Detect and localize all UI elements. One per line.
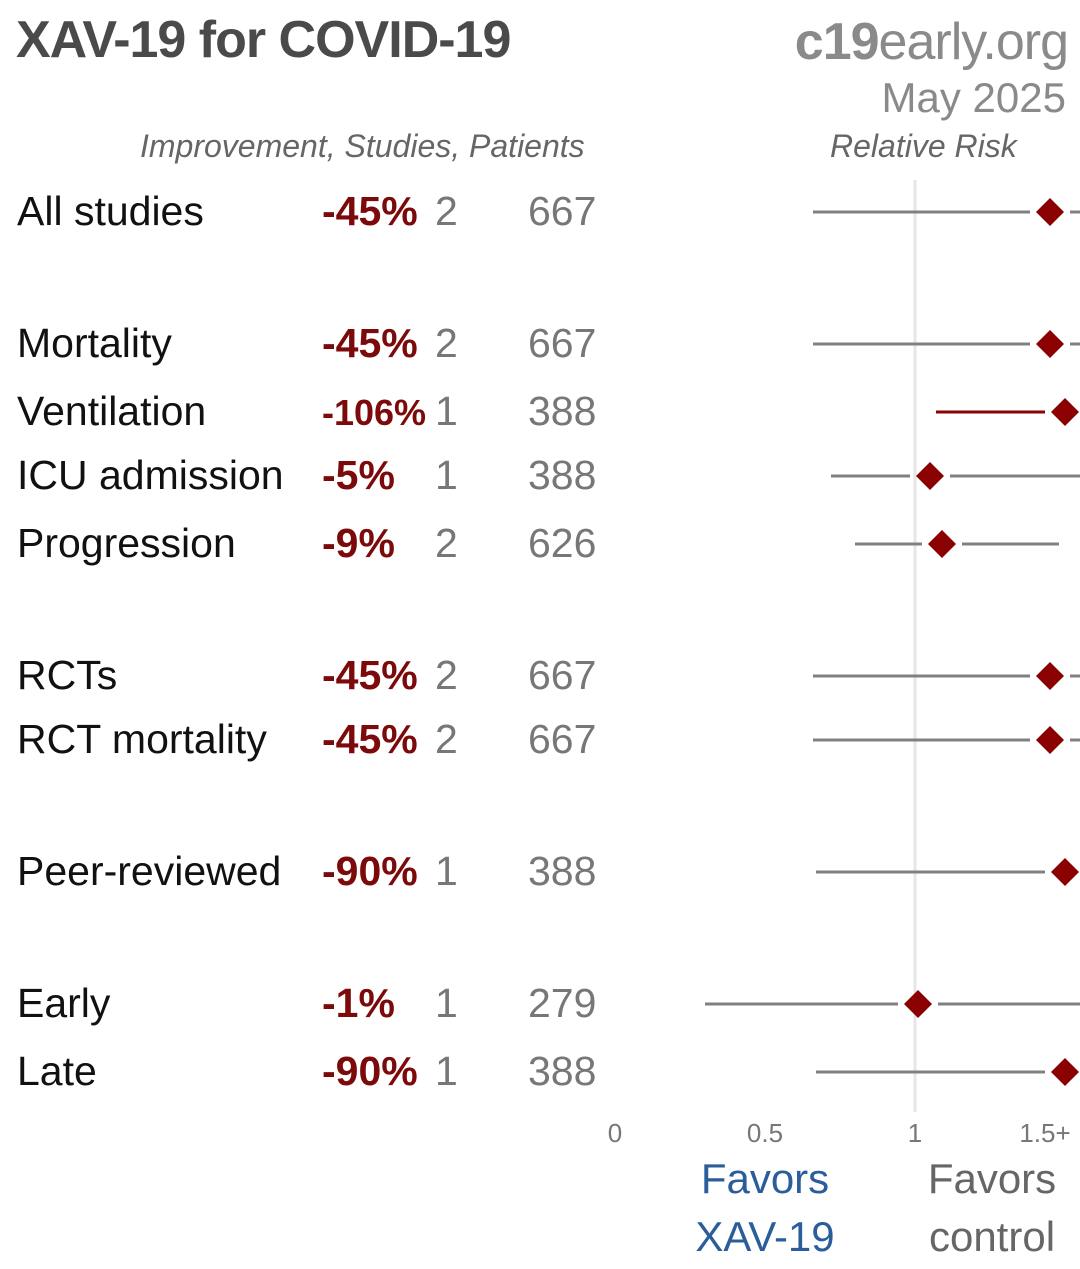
row-improvement: -9% (322, 520, 395, 566)
point-estimate (904, 990, 932, 1018)
row-improvement: -106% (322, 392, 427, 433)
brand-bold: c19 (794, 13, 880, 71)
row-improvement: -5% (322, 452, 395, 498)
row-improvement: -1% (322, 980, 395, 1026)
row-studies: 1 (435, 848, 458, 894)
column-headers: Improvement, Studies, Patients (140, 128, 585, 164)
row-patients: 388 (528, 1048, 597, 1094)
row-improvement: -45% (322, 320, 418, 366)
x-tick-label: 1 (908, 1118, 922, 1148)
favors-control-line1: Favors (927, 1155, 1057, 1202)
relative-risk-header: Relative Risk (830, 128, 1017, 164)
row-studies: 1 (435, 452, 458, 498)
row-patients: 279 (528, 980, 597, 1026)
row-label: RCTs (17, 652, 118, 698)
row-label: All studies (17, 188, 204, 234)
row-label: RCT mortality (17, 716, 267, 762)
date-label: May 2025 (881, 74, 1066, 121)
row-improvement: -45% (322, 652, 418, 698)
point-estimate (1036, 662, 1064, 690)
row-label: Mortality (17, 320, 172, 366)
page-title: XAV-19 for COVID-19 (16, 11, 511, 69)
row-studies: 2 (435, 716, 458, 762)
point-estimate (916, 462, 944, 490)
x-tick-label: 0.5 (747, 1118, 783, 1148)
row-improvement: -90% (322, 1048, 418, 1094)
row-patients: 388 (528, 388, 597, 434)
brand-rest: early.org (878, 13, 1069, 71)
row-label: Peer-reviewed (17, 848, 282, 894)
point-estimate (1051, 1058, 1079, 1086)
point-estimate (1051, 858, 1079, 886)
point-estimate (1036, 330, 1064, 358)
point-estimate (1036, 198, 1064, 226)
row-patients: 667 (528, 320, 597, 366)
row-patients: 388 (528, 848, 597, 894)
point-estimate (1051, 398, 1079, 426)
brand-logo[interactable]: c19early.org (794, 12, 1069, 72)
row-studies: 2 (435, 320, 458, 366)
row-label: Early (17, 980, 111, 1026)
row-patients: 388 (528, 452, 597, 498)
row-patients: 626 (528, 520, 597, 566)
favors-treatment-line1: Favors (700, 1155, 830, 1202)
row-label: Late (17, 1048, 97, 1094)
row-studies: 2 (435, 520, 458, 566)
favors-control-line2: control (928, 1213, 1056, 1260)
favors-treatment-label: Favors XAV-19 (680, 1150, 850, 1266)
favors-control-label: Favors control (908, 1150, 1076, 1266)
row-improvement: -45% (322, 188, 418, 234)
row-patients: 667 (528, 652, 597, 698)
row-patients: 667 (528, 188, 597, 234)
row-studies: 1 (435, 1048, 458, 1094)
row-improvement: -45% (322, 716, 418, 762)
row-label: Progression (17, 520, 236, 566)
row-improvement: -90% (322, 848, 418, 894)
row-patients: 667 (528, 716, 597, 762)
row-studies: 2 (435, 188, 458, 234)
row-label: Ventilation (17, 388, 207, 434)
row-studies: 1 (435, 388, 458, 434)
favors-treatment-line2: XAV-19 (695, 1213, 835, 1260)
point-estimate (928, 530, 956, 558)
x-tick-label: 1.5+ (1019, 1118, 1070, 1148)
row-studies: 2 (435, 652, 458, 698)
x-tick-label: 0 (608, 1118, 622, 1148)
point-estimate (1036, 726, 1064, 754)
row-studies: 1 (435, 980, 458, 1026)
row-label: ICU admission (17, 452, 284, 498)
